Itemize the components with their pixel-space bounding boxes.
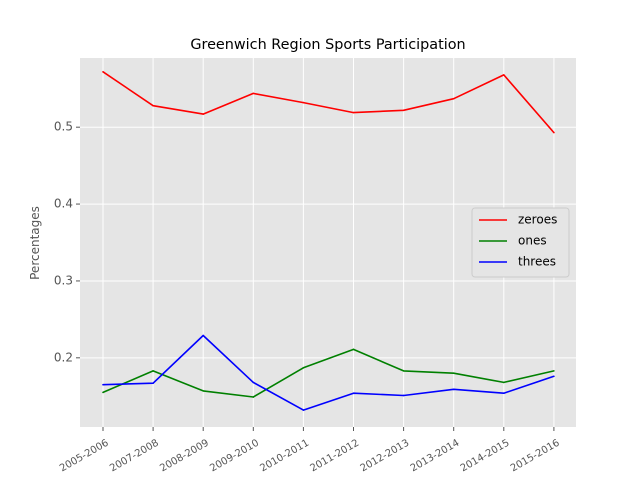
y-tick-label: 0.4 xyxy=(54,197,73,211)
data-point-threes xyxy=(102,383,104,386)
data-point-ones xyxy=(553,370,555,372)
data-point-zeroes xyxy=(302,101,305,104)
data-point-threes xyxy=(553,375,555,378)
series-line-ones xyxy=(102,348,555,398)
series-line-zeroes xyxy=(102,71,555,134)
data-point-zeroes xyxy=(553,131,555,134)
data-point-threes xyxy=(252,381,255,384)
data-point-threes xyxy=(202,334,204,337)
series-line-threes xyxy=(102,334,555,411)
data-point-threes xyxy=(352,392,355,394)
data-point-zeroes xyxy=(452,97,455,100)
data-point-ones xyxy=(352,348,355,351)
data-point-threes xyxy=(452,388,455,391)
data-point-ones xyxy=(302,367,305,369)
legend-label-threes: threes xyxy=(518,255,556,269)
data-point-zeroes xyxy=(402,109,405,112)
data-point-threes xyxy=(402,394,405,397)
y-tick-label: 0.3 xyxy=(54,273,73,287)
data-point-threes xyxy=(302,409,305,411)
data-point-zeroes xyxy=(352,111,355,114)
legend-box xyxy=(471,207,570,278)
data-point-ones xyxy=(202,390,204,392)
data-point-ones xyxy=(252,396,255,398)
series-layer xyxy=(102,71,555,411)
legend-label-zeroes: zeroes xyxy=(518,213,557,227)
data-point-zeroes xyxy=(252,92,255,95)
y-axis-ticks: 0.2 0.3 0.4 0.5 xyxy=(54,120,80,364)
data-point-ones xyxy=(402,370,405,372)
chart-title: Greenwich Region Sports Participation xyxy=(190,37,465,53)
y-axis-label: Percentages xyxy=(28,206,42,280)
data-point-ones xyxy=(102,391,104,394)
data-point-threes xyxy=(503,392,505,394)
y-tick-label: 0.2 xyxy=(54,350,73,364)
data-point-zeroes xyxy=(202,113,204,115)
data-point-ones xyxy=(503,381,505,384)
data-point-zeroes xyxy=(102,71,104,73)
grid xyxy=(80,58,576,427)
legend: zeroes ones threes xyxy=(471,207,570,278)
y-tick-label: 0.5 xyxy=(54,120,73,134)
data-point-zeroes xyxy=(152,104,154,107)
data-point-zeroes xyxy=(503,74,505,76)
data-point-ones xyxy=(452,372,455,374)
data-point-ones xyxy=(152,370,154,372)
data-point-threes xyxy=(152,382,154,384)
legend-label-ones: ones xyxy=(518,234,547,248)
